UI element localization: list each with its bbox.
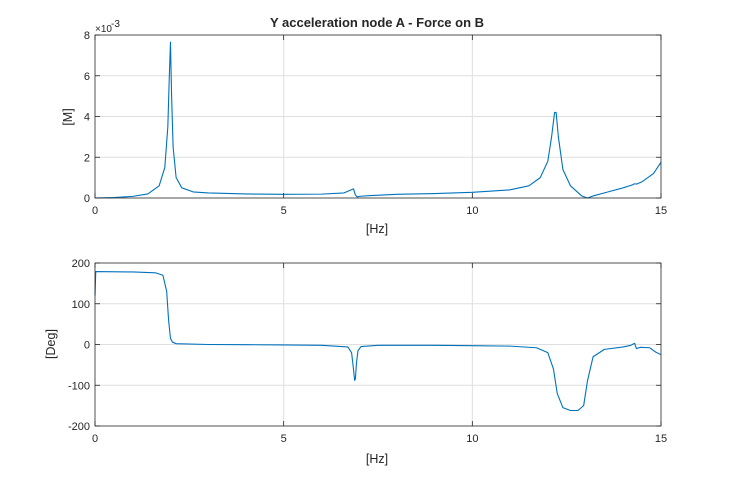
y-exponent-label: ×10 -3 [95, 19, 120, 35]
x-axis-label: [Hz] [366, 452, 388, 466]
y-tick-label: 200 [72, 258, 90, 270]
chart-title: Y acceleration node A - Force on B [270, 15, 484, 30]
y-tick-label: -200 [68, 421, 90, 433]
x-tick-label: 15 [655, 205, 667, 217]
phase-plot: [Hz] [Deg] 0 5 10 15 -200 -100 0 100 200 [44, 258, 667, 466]
x-axis-label: [Hz] [366, 222, 388, 236]
magnitude-plot: Y acceleration node A - Force on B ×10 -… [61, 15, 667, 236]
y-axis-label: [M] [61, 108, 75, 125]
x-tick-label: 10 [466, 205, 478, 217]
y-tick-label: 2 [84, 152, 90, 164]
y-tick-label: 8 [84, 30, 90, 42]
y-exponent-power: -3 [111, 19, 120, 30]
x-tick-label: 5 [281, 433, 287, 445]
y-exponent-base: ×10 [95, 24, 112, 35]
x-tick-label: 10 [466, 433, 478, 445]
y-tick-label: 0 [84, 340, 90, 352]
series-line [94, 41, 662, 199]
x-tick-label: 5 [281, 205, 287, 217]
y-tick-label: 0 [84, 193, 90, 205]
y-tick-label: -100 [68, 380, 90, 392]
y-axis-label: [Deg] [44, 329, 58, 359]
y-tick-label: 100 [72, 299, 90, 311]
x-tick-label: 0 [92, 205, 98, 217]
x-tick-label: 15 [655, 433, 667, 445]
y-tick-label: 4 [84, 112, 90, 124]
series-line [94, 271, 662, 412]
x-tick-label: 0 [92, 433, 98, 445]
y-tick-label: 6 [84, 71, 90, 83]
